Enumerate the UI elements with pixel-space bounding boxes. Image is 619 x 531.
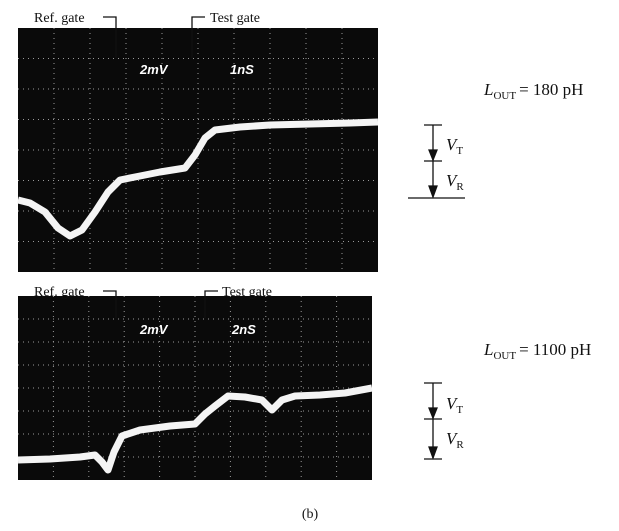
time-per-div: 1nS (230, 62, 254, 77)
test-gate-label: Test gate (210, 11, 260, 26)
caption: (b) (302, 507, 319, 522)
vt-label: VT (446, 135, 463, 157)
vr-label: VR (446, 429, 464, 451)
page: {"panels": [ {"ref_gate": "Ref. gate", "… (0, 0, 619, 526)
inductance-label: LOUT= 180 pH (483, 80, 583, 102)
panel-1: 2mV 1nS Ref. gate Test gate LOUT= 180 pH… (18, 11, 583, 272)
vr-label: VR (446, 171, 464, 193)
vt-label: VT (446, 394, 463, 416)
volts-per-div: 2mV (139, 322, 169, 337)
inductance-label: LOUT= 1100 pH (483, 340, 591, 362)
ref-gate-label: Ref. gate (34, 285, 85, 300)
time-per-div: 2nS (231, 322, 256, 337)
figure: 2mV 1nS Ref. gate Test gate LOUT= 180 pH… (0, 0, 619, 526)
test-gate-label: Test gate (222, 285, 272, 300)
panel-2: 2mV 2nS Ref. gate Test gate LOUT= 1100 p… (18, 285, 591, 480)
ref-gate-label: Ref. gate (34, 11, 85, 26)
level-arrows (424, 383, 442, 459)
volts-per-div: 2mV (139, 62, 169, 77)
